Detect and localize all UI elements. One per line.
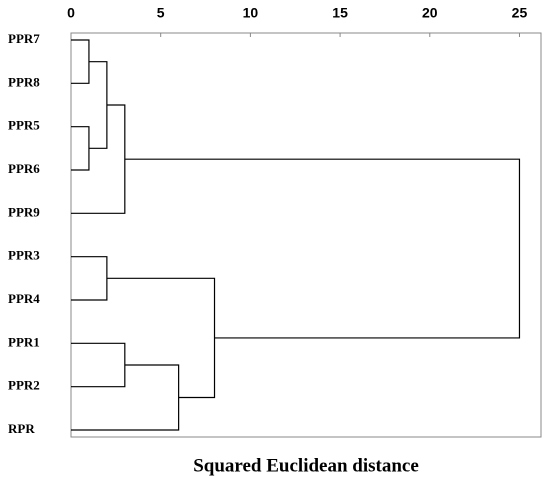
x-tick-label: 20 bbox=[422, 5, 438, 21]
leaf-label: PPR9 bbox=[8, 204, 40, 219]
x-tick-label: 10 bbox=[243, 5, 259, 21]
x-tick-label: 15 bbox=[332, 5, 348, 21]
leaf-label: RPR bbox=[8, 421, 35, 436]
dendrogram-link bbox=[71, 256, 108, 301]
dendrogram-link bbox=[106, 277, 216, 399]
x-axis-label: Squared Euclidean distance bbox=[193, 455, 419, 476]
plot-frame bbox=[70, 32, 542, 438]
leaf-label: PPR3 bbox=[8, 248, 40, 263]
leaf-label: PPR1 bbox=[8, 334, 40, 349]
leaf-label: PPR6 bbox=[8, 161, 40, 176]
leaf-label: PPR4 bbox=[8, 291, 40, 306]
leaf-label: PPR5 bbox=[8, 118, 40, 133]
dendrogram-link bbox=[71, 126, 90, 171]
leaf-label: PPR7 bbox=[8, 31, 40, 46]
x-tick-label: 0 bbox=[67, 5, 75, 21]
leaf-label: PPR2 bbox=[8, 378, 40, 393]
dendrogram-link bbox=[88, 61, 108, 149]
x-tick-label: 25 bbox=[512, 5, 528, 21]
dendrogram-link bbox=[71, 342, 126, 388]
x-tick-label: 5 bbox=[157, 5, 165, 21]
leaf-label: PPR8 bbox=[8, 74, 40, 89]
dendrogram-link bbox=[71, 39, 90, 84]
dendrogram-link bbox=[71, 104, 126, 214]
dendrogram-link bbox=[124, 158, 521, 339]
